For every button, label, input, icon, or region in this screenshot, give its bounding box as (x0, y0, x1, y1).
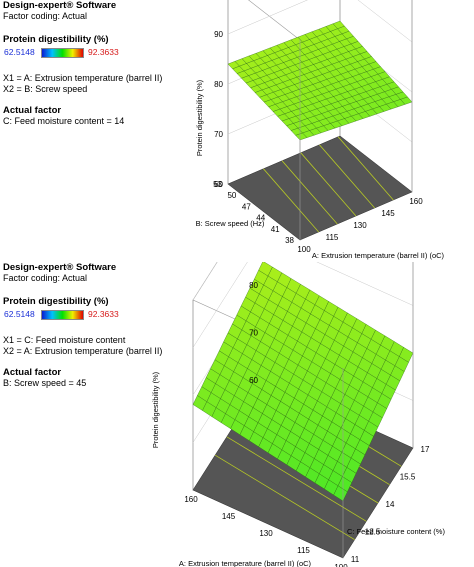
panel-bottom: Design-expert® Software Factor coding: A… (0, 262, 474, 567)
y-tick-label: 41 (271, 225, 280, 234)
floor-contour (337, 136, 394, 201)
software-title: Design-expert® Software (3, 0, 117, 11)
floor-contour (281, 160, 338, 225)
color-gradient (41, 48, 84, 58)
actual-factor-title: Actual factor (3, 367, 62, 378)
z-tick-label: 90 (214, 30, 223, 39)
x-axis-title: C: Feed moisture content (%) (347, 527, 445, 536)
z-tick-label: 60 (249, 376, 258, 385)
x2-definition: X2 = A: Extrusion temperature (barrel II… (3, 346, 163, 356)
actual-factor-value: B: Screw speed = 45 (3, 378, 87, 388)
z-tick-label: 80 (249, 281, 258, 290)
floor-contour (319, 144, 375, 209)
legend-block-top: Design-expert® Software Factor coding: A… (3, 0, 203, 127)
y-tick-label: 50 (227, 191, 236, 200)
actual-factor-title: Actual factor (3, 105, 62, 116)
z-tick-label: 70 (214, 130, 223, 139)
software-title: Design-expert® Software (3, 262, 117, 273)
z-tick-label: 70 (249, 329, 258, 338)
surface-cell (258, 262, 273, 277)
legend-block-bottom: Design-expert® Software Factor coding: A… (3, 262, 203, 389)
x-axis-title: A: Extrusion temperature (barrel II) (oC… (312, 251, 445, 260)
x1-definition: X1 = A: Extrusion temperature (barrel II… (3, 73, 163, 83)
x2-definition: X2 = B: Screw speed (3, 84, 88, 94)
floor-contour (214, 454, 355, 541)
y-tick-label: 53 (213, 180, 222, 189)
color-gradient (41, 310, 84, 320)
color-bar-min: 62.5148 (4, 309, 35, 319)
x-tick-label: 11 (351, 555, 360, 564)
y-tick-label: 145 (222, 512, 236, 521)
color-bar: 62.5148 92.3633 (3, 309, 203, 321)
z-gridline (192, 262, 218, 301)
factor-coding: Factor coding: Actual (3, 11, 88, 21)
x-tick-label: 14 (386, 500, 395, 509)
actual-factor-value: C: Feed moisture content = 14 (3, 116, 125, 126)
z-tick-label: 60 (214, 180, 223, 189)
plot-group: 10011513014516038414447505360708090100A:… (195, 0, 445, 260)
floor-contour (263, 168, 319, 233)
z-gridline (192, 262, 414, 348)
floor-contour (300, 152, 357, 217)
z-axis-title: Protein digestibility (%) (151, 371, 160, 448)
y-tick-label: 130 (259, 529, 273, 538)
color-bar-min: 62.5148 (4, 47, 35, 57)
x-tick-label: 15.5 (400, 473, 416, 482)
panel-top: Design-expert® Software Factor coding: A… (0, 0, 474, 280)
y-tick-label: 47 (242, 202, 251, 211)
z-gridline (227, 0, 413, 43)
y-tick-label: 44 (256, 214, 265, 223)
y-tick-label: 115 (297, 546, 310, 555)
x-tick-label: 12.5 (365, 528, 381, 537)
x-tick-label: 100 (297, 245, 311, 254)
x-tick-label: 115 (326, 233, 339, 242)
y-axis-title: B: Screw speed (Hz) (196, 219, 265, 228)
color-bar-max: 92.3633 (88, 47, 119, 57)
color-bar: 62.5148 92.3633 (3, 47, 203, 59)
x-tick-label: 130 (353, 221, 367, 230)
response-title: Protein digestibility (%) (3, 296, 109, 307)
y-tick-label: 100 (334, 563, 348, 567)
z-tick-label: 80 (214, 80, 223, 89)
x-tick-label: 145 (381, 209, 395, 218)
y-tick-label: 38 (285, 236, 294, 245)
color-bar-max: 92.3633 (88, 309, 119, 319)
y-axis-title: A: Extrusion temperature (barrel II) (oC… (179, 559, 312, 567)
surface-plot-bottom: 1112.51415.51710011513014516060708090100… (151, 262, 445, 567)
plot-group: 1112.51415.51710011513014516060708090100… (151, 262, 445, 567)
surface-cell (332, 20, 345, 29)
x1-definition: X1 = C: Feed moisture content (3, 335, 126, 345)
x-tick-label: 17 (421, 445, 430, 454)
factor-coding: Factor coding: Actual (3, 273, 88, 283)
z-axis-title: Protein digestibility (%) (195, 79, 204, 156)
x-tick-label: 160 (409, 197, 423, 206)
response-title: Protein digestibility (%) (3, 34, 109, 45)
y-tick-label: 160 (184, 495, 198, 504)
surface-plot-top: 10011513014516038414447505360708090100A:… (195, 0, 445, 260)
